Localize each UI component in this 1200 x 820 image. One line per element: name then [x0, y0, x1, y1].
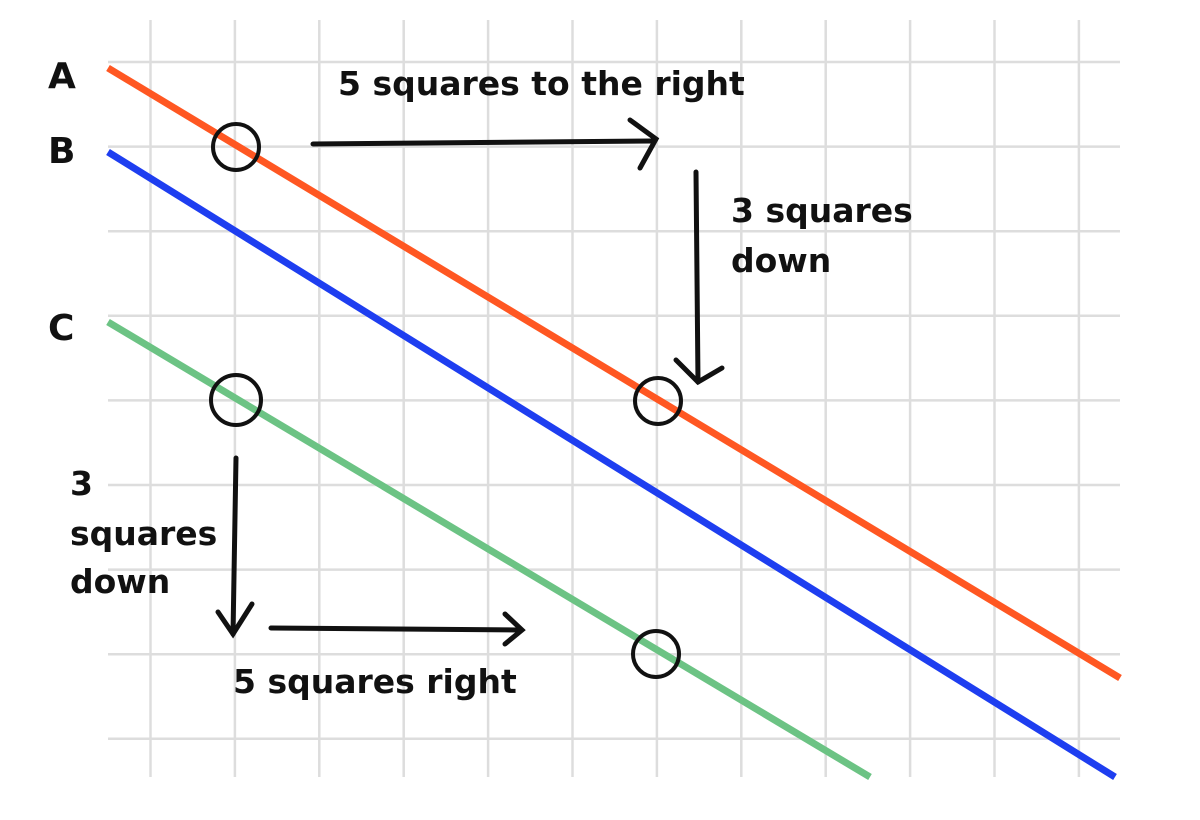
grid	[108, 20, 1120, 777]
line-c	[106, 318, 872, 781]
arrow-down-top	[673, 169, 725, 386]
annotation-left-down-1: 3	[70, 464, 93, 503]
point-circle-c-start	[209, 373, 263, 427]
line-label-c: C	[48, 308, 74, 349]
annotation-top-right: 5 squares to the right	[338, 64, 745, 103]
line-a	[106, 65, 1122, 681]
annotation-top-down-1: 3 squares	[731, 191, 913, 230]
line-label-b: B	[48, 131, 75, 172]
point-circle-c-end	[631, 629, 681, 679]
arrow-right-top	[310, 117, 660, 171]
annotation-left-down-2: squares	[70, 514, 217, 553]
annotation-bottom-right: 5 squares right	[233, 662, 517, 701]
point-circle-a-start	[211, 122, 261, 172]
line-b	[106, 149, 1117, 780]
annotation-left-down-3: down	[70, 562, 170, 601]
line-label-a: A	[48, 56, 76, 97]
arrow-down-left	[215, 455, 255, 639]
point-circle-a-end	[633, 376, 683, 426]
annotation-top-down-2: down	[731, 241, 831, 280]
arrow-right-bottom	[268, 611, 526, 647]
